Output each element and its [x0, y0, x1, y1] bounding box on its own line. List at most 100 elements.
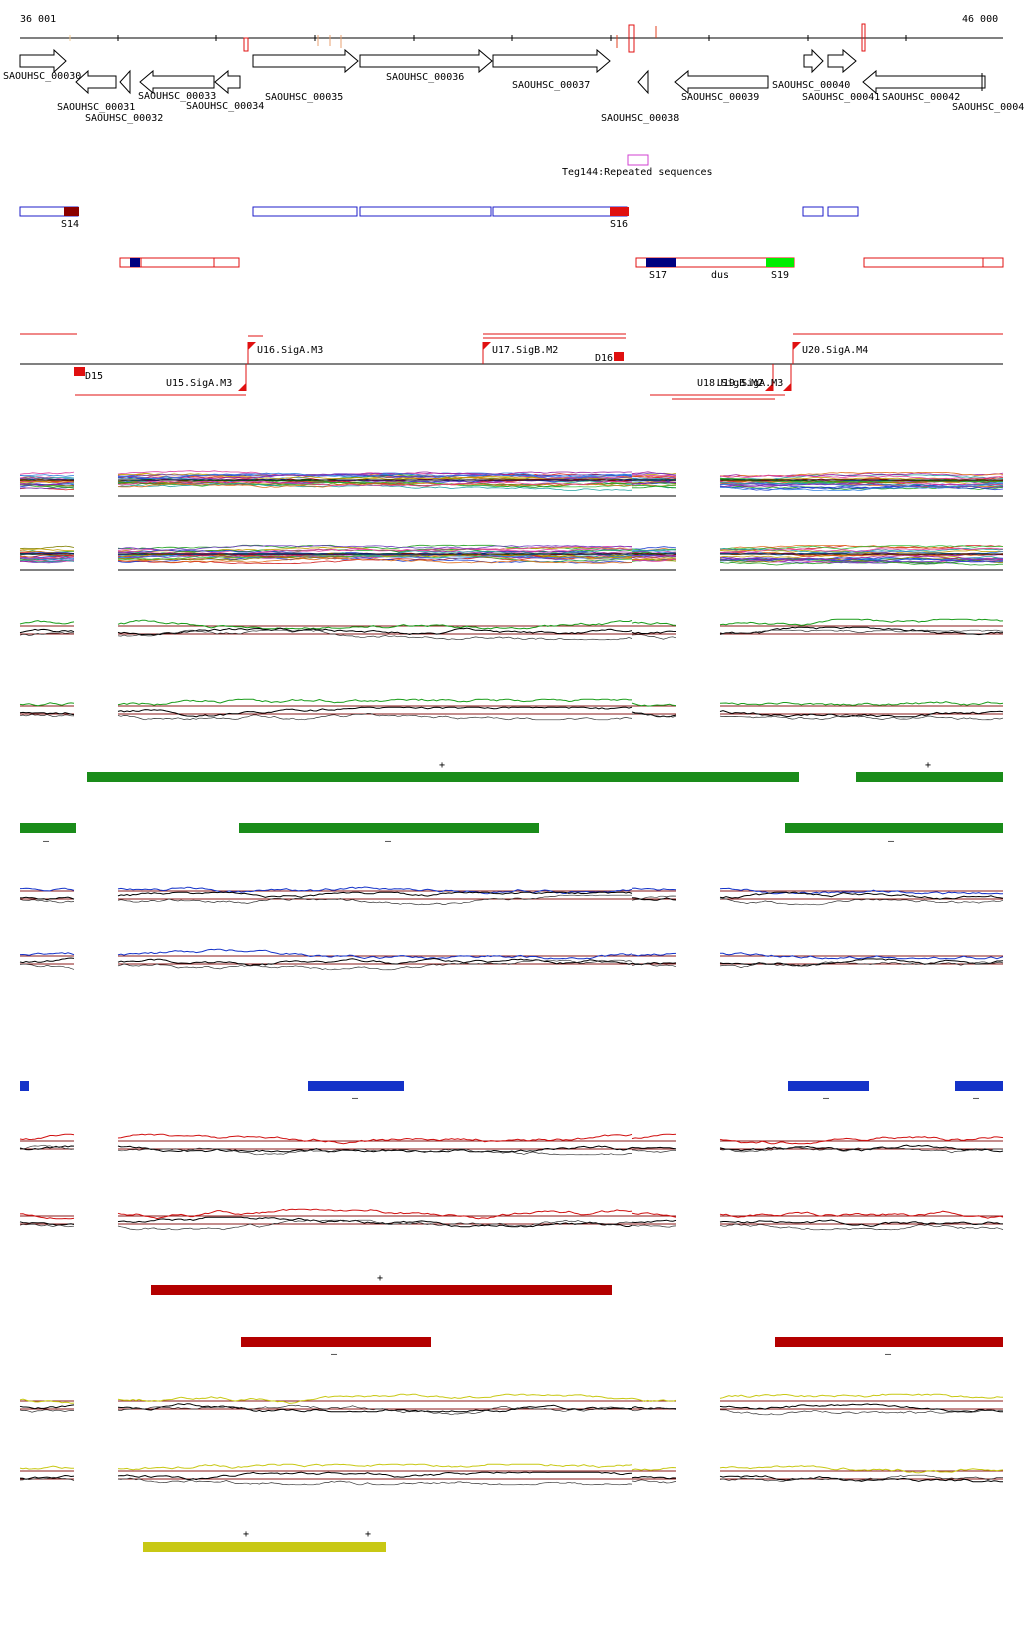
gene-arrow-SAOUHSC_00032: [119, 69, 131, 95]
yellow-region-bar: [143, 1542, 386, 1552]
expression-trace: [719, 1475, 1003, 1483]
gene-label: SAOUHSC_00037: [512, 80, 590, 91]
expression-trace: [631, 472, 677, 477]
expression-trace: [117, 698, 632, 706]
gene-label: SAOUHSC_00034: [186, 101, 264, 112]
gene-arrow-SAOUHSC_00041: [827, 48, 857, 74]
expression-trace: [117, 1219, 633, 1231]
expression-trace: [19, 898, 75, 904]
expression-trace: [631, 1407, 676, 1412]
expression-trace: [117, 894, 632, 906]
expression-trace: [631, 557, 677, 561]
expression-trace: [117, 959, 633, 971]
expression-trace: [631, 1219, 677, 1224]
segment-label: dus: [711, 270, 729, 281]
gene-label: SAOUHSC_00033: [138, 91, 216, 102]
expression-trace: [19, 1409, 74, 1413]
expression-trace: [117, 1147, 633, 1156]
expression-trace: [719, 952, 1004, 960]
strand-mark: –: [385, 836, 392, 847]
strand-mark: –: [352, 1093, 359, 1104]
gene-arrow-SAOUHSC_00040: [803, 48, 824, 74]
expression-trace: [632, 485, 677, 489]
expression-trace: [19, 713, 75, 717]
expression-trace: [117, 957, 633, 967]
blue-region-bar: [20, 1081, 29, 1091]
promoter-label: U18.SigB.M2: [697, 378, 763, 389]
expression-trace: [19, 1474, 75, 1480]
segment-label: S17: [649, 270, 667, 281]
expression-trace: [719, 561, 1003, 566]
gene-label: SAOUHSC_00036: [386, 72, 464, 83]
expression-trace: [719, 1146, 1004, 1154]
expression-trace: [19, 474, 75, 477]
expression-trace: [719, 547, 1004, 553]
promoter-label: U17.SigB.M2: [492, 345, 558, 356]
strand-mark: –: [885, 1349, 892, 1360]
expression-trace: [631, 887, 677, 891]
expression-trace: [719, 1474, 1004, 1482]
expression-trace: [719, 710, 1004, 718]
strand-mark: +: [365, 1529, 371, 1540]
expression-trace: [19, 556, 75, 559]
expression-trace: [719, 1465, 1004, 1474]
gene-arrow-SAOUHSC_00034: [214, 69, 241, 95]
expression-trace: [117, 482, 633, 488]
expression-trace: [19, 628, 75, 634]
gene-arrow-SAOUHSC_00033: [139, 69, 215, 95]
expression-trace: [719, 474, 1004, 480]
strand-mark: +: [925, 760, 931, 771]
expression-trace: [117, 886, 633, 895]
segment-label: S16: [610, 219, 628, 230]
expression-trace: [19, 559, 75, 563]
expression-trace: [117, 629, 633, 641]
expression-trace: [117, 619, 633, 630]
blue-region-bar: [788, 1081, 869, 1091]
expression-trace: [719, 898, 1004, 906]
expression-trace: [631, 478, 677, 480]
expression-trace: [631, 1133, 677, 1140]
promoter-label: U15.SigA.M3: [166, 378, 232, 389]
expression-trace: [719, 1210, 1004, 1219]
expression-trace: [19, 1145, 75, 1151]
expression-trace: [631, 558, 677, 562]
expression-trace: [631, 1466, 677, 1471]
expression-trace: [719, 554, 1004, 561]
gene-label: SAOUHSC_00030: [3, 71, 81, 82]
expression-trace: [19, 545, 75, 550]
expression-trace: [19, 483, 75, 489]
expression-trace: [118, 547, 633, 555]
coordinate-ruler: 36 001 46 000: [20, 14, 1003, 53]
expression-trace: [19, 480, 75, 484]
expression-trace: [631, 634, 677, 640]
promoter-label: U16.SigA.M3: [257, 345, 323, 356]
gene-arrow-SAOUHSC_00042: [862, 69, 986, 95]
expression-trace: [719, 714, 1004, 721]
terminator-label: D16: [595, 353, 613, 364]
repeat-track: Teg144:Repeated sequences: [562, 154, 713, 178]
expression-trace: [19, 1404, 75, 1410]
gene-arrow-SAOUHSC_00039: [674, 69, 769, 95]
ruler-end-label: 46 000: [962, 14, 998, 25]
expression-trace: [631, 480, 676, 485]
expression-trace: [631, 551, 677, 554]
expression-trace: [720, 557, 1004, 564]
expression-trace: [719, 1144, 1004, 1153]
expression-trace: [19, 548, 75, 552]
expression-trace: [117, 948, 633, 960]
expression-trace: [19, 557, 75, 561]
expression-trace: [631, 472, 677, 476]
strand-mark: +: [439, 760, 445, 771]
expression-trace: [631, 1479, 677, 1484]
expression-trace: [117, 1471, 633, 1481]
expression-trace: [719, 961, 1004, 968]
expression-trace: [117, 1463, 633, 1471]
expression-trace: [719, 1223, 1004, 1231]
expression-trace: [719, 1219, 1004, 1227]
expression-trace: [19, 963, 75, 970]
green-region-bar: [239, 823, 539, 833]
green-region-bar: [785, 823, 1003, 833]
expression-trace: [719, 1403, 1003, 1413]
